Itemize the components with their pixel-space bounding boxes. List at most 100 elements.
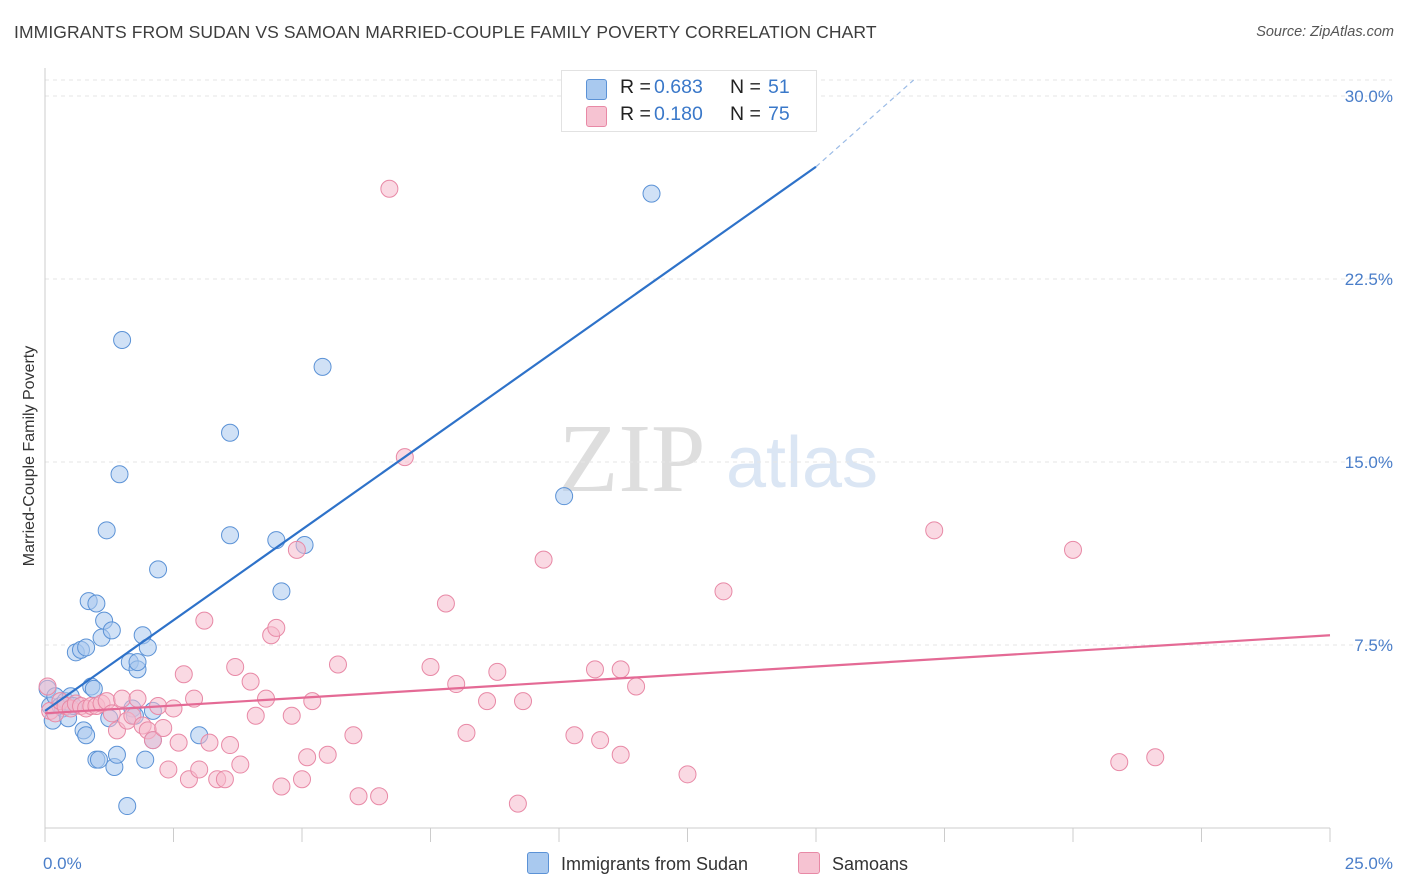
- y-tick-label: 15.0%: [1345, 453, 1393, 472]
- sudan-trend-line: [44, 165, 817, 712]
- samoan-point: [174, 665, 193, 684]
- samoan-point: [447, 675, 466, 694]
- samoan-point: [113, 689, 132, 708]
- samoan-point: [478, 692, 497, 711]
- samoan-point: [267, 618, 286, 637]
- sudan-point: [313, 357, 332, 376]
- legend-label-samoans: Samoans: [832, 854, 909, 874]
- samoan-point: [303, 692, 322, 711]
- samoan-point: [1146, 748, 1165, 767]
- samoan-point: [318, 745, 337, 764]
- samoan-point: [591, 731, 610, 750]
- samoan-point: [231, 755, 250, 774]
- samoan-point: [195, 611, 214, 630]
- sudan-trend-extension: [815, 79, 915, 168]
- samoan-point: [226, 657, 245, 676]
- sudan-point: [221, 423, 240, 442]
- samoan-point: [246, 706, 265, 725]
- y-tick-label: 7.5%: [1354, 636, 1393, 655]
- samoan-point: [925, 521, 944, 540]
- samoan-point: [370, 787, 389, 806]
- sudan-point: [97, 521, 116, 540]
- samoan-point: [282, 706, 301, 725]
- samoan-point: [154, 718, 173, 737]
- samoan-point: [169, 733, 188, 752]
- samoan-point: [215, 770, 234, 789]
- samoan-point: [611, 660, 630, 679]
- samoan-point: [200, 733, 219, 752]
- legend-swatch-samoans: [798, 852, 820, 874]
- samoan-point: [272, 777, 291, 796]
- samoan-point: [349, 787, 368, 806]
- samoan-point: [190, 760, 209, 779]
- samoan-point: [678, 765, 697, 784]
- samoan-point: [298, 748, 317, 767]
- samoan-point: [421, 657, 440, 676]
- sudan-point: [221, 526, 240, 545]
- watermark-atlas: atlas: [726, 423, 878, 503]
- sudan-point: [87, 594, 106, 613]
- legend-n-label: N =: [730, 76, 761, 98]
- source-label: Source: ZipAtlas.com: [1256, 24, 1394, 40]
- samoan-point: [436, 594, 455, 613]
- samoan-point: [534, 550, 553, 569]
- samoan-point: [293, 770, 311, 789]
- samoan-point: [164, 699, 183, 718]
- legend-swatch-samoans: [586, 106, 607, 127]
- x-tick-label: 0.0%: [43, 854, 82, 873]
- samoan-point: [1064, 540, 1082, 559]
- sudan-point: [136, 750, 155, 769]
- samoan-point: [38, 677, 57, 696]
- samoan-point: [344, 726, 363, 745]
- samoan-point: [241, 672, 260, 691]
- sudan-point: [77, 726, 96, 745]
- samoan-point: [457, 723, 476, 742]
- samoan-point: [128, 689, 147, 708]
- samoan-point: [143, 731, 162, 750]
- chart-title: IMMIGRANTS FROM SUDAN VS SAMOAN MARRIED-…: [14, 22, 877, 42]
- sudan-point: [128, 653, 147, 672]
- samoan-point: [714, 582, 733, 601]
- samoan-point: [627, 677, 646, 696]
- samoan-point: [1110, 753, 1129, 772]
- samoan-point: [514, 692, 533, 711]
- sudan-point: [149, 560, 168, 579]
- samoan-point: [328, 655, 347, 674]
- sudan-point: [107, 745, 126, 764]
- legend-r-label: R =: [620, 103, 651, 125]
- sudan-point: [267, 531, 286, 550]
- legend-swatch-sudan: [527, 852, 549, 874]
- samoan-point: [565, 726, 584, 745]
- sudan-point: [555, 487, 574, 506]
- sudan-point: [113, 331, 132, 349]
- samoan-point: [102, 704, 121, 723]
- legend-n-value: 75: [768, 103, 790, 125]
- x-tick-label: 25.0%: [1345, 854, 1393, 873]
- samoan-point: [159, 760, 178, 779]
- y-tick-label: 22.5%: [1345, 270, 1393, 289]
- y-tick-label: 30.0%: [1345, 87, 1393, 106]
- sudan-point: [102, 621, 121, 640]
- samoan-trend-line: [44, 634, 1331, 715]
- sudan-point: [89, 750, 108, 769]
- sudan-point: [642, 184, 661, 203]
- sudan-point: [77, 638, 96, 657]
- samoan-point: [611, 745, 630, 764]
- samoan-point: [221, 736, 240, 755]
- legend-r-label: R =: [620, 76, 651, 98]
- legend-r-value: 0.180: [654, 103, 703, 125]
- legend-label-sudan: Immigrants from Sudan: [561, 854, 749, 874]
- stats-legend: R = 0.683 N = 51 R = 0.180 N = 75: [561, 70, 817, 132]
- sudan-point: [118, 797, 137, 816]
- legend-n-label: N =: [730, 103, 761, 125]
- sudan-point: [110, 465, 129, 484]
- samoan-point: [488, 662, 507, 681]
- samoan-point: [380, 179, 399, 198]
- bottom-legend-samoans[interactable]: Samoans: [798, 852, 908, 875]
- samoan-point: [287, 540, 306, 559]
- watermark-zip: ZIP: [559, 405, 706, 513]
- samoan-point: [585, 660, 604, 679]
- bottom-legend-sudan[interactable]: Immigrants from Sudan: [527, 852, 748, 875]
- legend-r-value: 0.683: [654, 76, 703, 98]
